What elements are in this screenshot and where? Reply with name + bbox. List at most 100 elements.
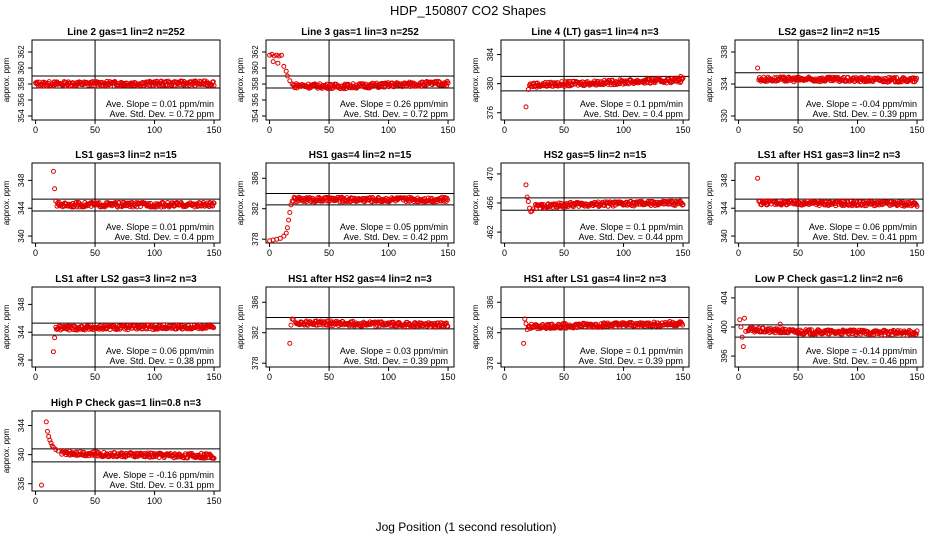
panel-title: LS2 gas=2 lin=2 n=15 xyxy=(778,27,880,38)
x-tick-label: 100 xyxy=(147,496,162,506)
data-point xyxy=(523,321,529,327)
x-tick-label: 50 xyxy=(793,125,803,135)
y-tick-label: 386 xyxy=(251,171,260,185)
plot-frame xyxy=(31,39,221,121)
panel-13: High P Check gas=1 lin=0.8 n=3 approx. pp… xyxy=(2,398,222,506)
data-point xyxy=(53,198,59,204)
data-point xyxy=(275,60,281,66)
y-tick-label: 378 xyxy=(486,356,495,370)
x-tick-label: 50 xyxy=(559,372,569,382)
slope-annotation: Ave. Slope = 0.03 ppm/min xyxy=(340,346,448,356)
panel-12: Low P Check gas=1.2 lin=2 n=6 approx. ppm… xyxy=(705,274,925,382)
slope-annotation: Ave. Slope = 0.01 ppm/min xyxy=(106,99,214,109)
panel-ylabel: approx. ppm xyxy=(236,180,245,225)
data-point xyxy=(524,194,530,200)
x-tick-label: 0 xyxy=(502,248,507,258)
slope-annotation: Ave. Slope = 0.1 ppm/min xyxy=(580,222,683,232)
data-point xyxy=(210,324,216,330)
data-point xyxy=(281,233,287,239)
y-tick-label: 354 xyxy=(17,109,26,123)
x-tick-label: 0 xyxy=(267,125,272,135)
x-tick-label: 50 xyxy=(793,372,803,382)
panel-1: Line 2 gas=1 lin=2 n=252 approx. ppm 0 50 10… xyxy=(2,27,222,135)
std-dev-annotation: Ave. Std. Dev. = 0.42 ppm xyxy=(344,232,448,242)
data-point xyxy=(445,197,451,203)
panel-title: LS1 gas=3 lin=2 n=15 xyxy=(75,150,177,161)
y-tick-label: 380 xyxy=(486,76,495,90)
panel-title: HS2 gas=5 lin=2 n=15 xyxy=(544,150,647,161)
panel-ylabel: approx. ppm xyxy=(236,304,245,349)
slope-annotation: Ave. Slope = 0.1 ppm/min xyxy=(580,99,683,109)
x-tick-label: 150 xyxy=(910,372,925,382)
x-tick-label: 150 xyxy=(207,372,222,382)
x-tick-label: 50 xyxy=(90,125,100,135)
slope-annotation: Ave. Slope = -0.16 ppm/min xyxy=(103,470,214,480)
panel-ylabel: approx. ppm xyxy=(705,57,714,102)
x-tick-label: 100 xyxy=(381,248,396,258)
data-point xyxy=(914,203,920,209)
data-point xyxy=(523,182,529,188)
data-point xyxy=(283,230,289,236)
data-point xyxy=(445,80,451,86)
panel-ylabel: approx. ppm xyxy=(2,304,11,349)
panel-5: LS1 gas=3 lin=2 n=15 approx. ppm 0 50 100 150… xyxy=(2,150,222,258)
plot-frame xyxy=(31,286,221,368)
x-tick-label: 100 xyxy=(616,248,631,258)
panel-title: HS1 after LS1 gas=4 lin=2 n=3 xyxy=(524,274,667,285)
x-tick-label: 100 xyxy=(147,248,162,258)
x-tick-label: 150 xyxy=(910,248,925,258)
data-point xyxy=(756,198,762,204)
data-point xyxy=(755,175,761,181)
x-tick-label: 150 xyxy=(676,248,691,258)
data-point xyxy=(739,334,745,340)
data-point xyxy=(278,52,284,58)
y-tick-label: 358 xyxy=(17,77,26,91)
y-tick-label: 348 xyxy=(17,173,26,187)
y-tick-label: 376 xyxy=(486,106,495,120)
data-point xyxy=(445,323,451,329)
std-dev-annotation: Ave. Std. Dev. = 0.4 ppm xyxy=(115,232,214,242)
x-tick-label: 150 xyxy=(441,372,456,382)
x-tick-label: 50 xyxy=(559,125,569,135)
y-tick-label: 344 xyxy=(17,418,26,432)
figure-xlabel: Jog Position (1 second resolution) xyxy=(376,520,557,534)
data-point xyxy=(284,225,290,231)
y-tick-label: 344 xyxy=(17,201,26,215)
data-point xyxy=(522,316,528,322)
data-point xyxy=(556,200,562,206)
y-tick-label: 336 xyxy=(17,477,26,491)
data-point xyxy=(39,482,45,488)
data-point xyxy=(737,317,743,323)
data-point xyxy=(271,53,277,59)
y-tick-label: 334 xyxy=(720,77,729,91)
x-tick-label: 100 xyxy=(147,372,162,382)
y-tick-label: 340 xyxy=(17,353,26,367)
panel-title: Low P Check gas=1.2 lin=2 n=6 xyxy=(755,274,903,285)
std-dev-annotation: Ave. Std. Dev. = 0.41 ppm xyxy=(813,232,917,242)
data-point xyxy=(50,349,56,355)
data-point xyxy=(211,455,217,461)
panel-ylabel: approx. ppm xyxy=(236,57,245,102)
data-point xyxy=(158,204,164,210)
y-tick-label: 344 xyxy=(720,201,729,215)
x-tick-label: 150 xyxy=(676,372,691,382)
x-tick-label: 50 xyxy=(559,248,569,258)
panel-9: LS1 after LS2 gas=3 lin=2 n=3 approx. ppm… xyxy=(2,274,222,382)
panel-ylabel: approx. ppm xyxy=(705,304,714,349)
x-tick-label: 100 xyxy=(850,372,865,382)
slope-annotation: Ave. Slope = -0.14 ppm/min xyxy=(806,346,917,356)
data-point xyxy=(565,79,571,85)
y-tick-label: 340 xyxy=(720,229,729,243)
plot-frame xyxy=(265,286,455,368)
x-tick-label: 100 xyxy=(850,125,865,135)
y-tick-label: 356 xyxy=(251,93,260,107)
plot-frame xyxy=(734,162,924,244)
y-tick-label: 338 xyxy=(720,45,729,59)
data-point xyxy=(48,440,54,446)
data-point xyxy=(211,200,217,206)
panel-ylabel: approx. ppm xyxy=(2,180,11,225)
y-tick-label: 386 xyxy=(486,295,495,309)
panel-ylabel: approx. ppm xyxy=(471,57,480,102)
x-tick-label: 0 xyxy=(502,125,507,135)
